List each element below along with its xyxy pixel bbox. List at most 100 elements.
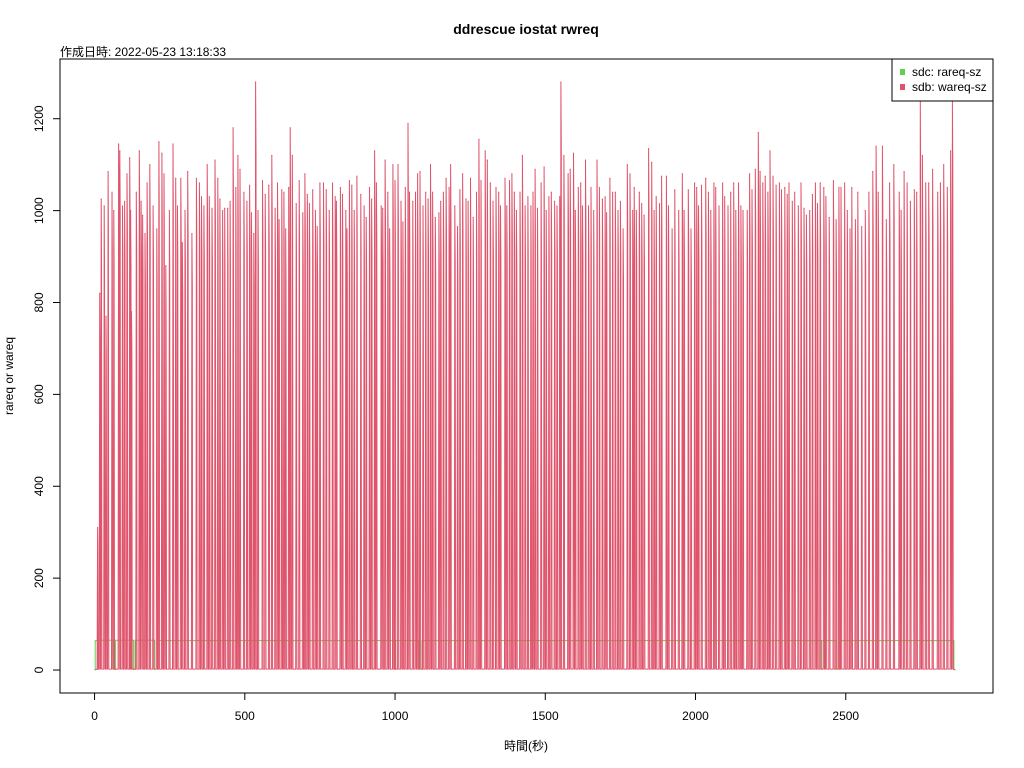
series-point-sdb — [341, 193, 344, 196]
series-point-sdb — [527, 196, 529, 198]
series-point-sdb — [105, 315, 107, 317]
series-point-sdb — [222, 210, 224, 212]
series-point-sdb — [788, 182, 790, 184]
series-point-sdb — [641, 203, 643, 205]
series-point-sdb — [462, 173, 464, 175]
series-point-sdb — [508, 180, 511, 182]
series-point-sdb — [559, 196, 561, 198]
series-point-sdb — [532, 191, 534, 193]
x-tick-label: 2500 — [832, 709, 859, 723]
series-point-sdb — [687, 189, 689, 191]
series-point-sdb — [397, 164, 399, 166]
series-point-sdb — [757, 131, 759, 134]
series-point-sdb — [345, 210, 347, 212]
series-point-sdb — [635, 210, 637, 212]
series-point-sdb — [288, 187, 290, 189]
series-point-sdb — [581, 205, 584, 207]
series-point-sdb — [823, 187, 825, 189]
series-point-sdb — [681, 173, 683, 175]
series-point-sdb — [257, 210, 259, 212]
series-point-sdb — [187, 171, 189, 173]
series-point-sdb — [489, 182, 491, 184]
series-point-sdb — [314, 210, 316, 212]
series-point-sdb — [498, 191, 500, 193]
series-point-sdb — [394, 180, 396, 182]
legend-label-sdc: sdc: rareq-sz — [912, 65, 981, 79]
series-point-sdb — [217, 177, 219, 179]
series-point-sdb — [261, 180, 264, 182]
series-point-sdb — [511, 173, 513, 175]
series-point-sdb — [665, 175, 668, 177]
series-point-sdb — [135, 191, 137, 193]
series-point-sdb — [877, 191, 879, 193]
series-point-sdb — [800, 182, 802, 184]
series-point-sdb — [103, 205, 105, 207]
series-point-sdb — [319, 182, 321, 184]
series-point-sdb — [889, 182, 891, 184]
series-point-sdb — [450, 164, 452, 166]
series-point-sdb — [932, 168, 934, 170]
series-point-sdb — [322, 182, 325, 184]
series-point-sdb — [916, 191, 918, 193]
series-point-sdb — [264, 193, 266, 196]
series-point-sdb — [99, 292, 101, 294]
series-point-sdb — [400, 200, 402, 202]
series-point-sdb — [219, 198, 221, 200]
series-point-sdb — [419, 171, 421, 173]
series-point-sdb — [601, 198, 604, 200]
series-point-sdb — [239, 168, 241, 170]
series-point-sdb — [384, 159, 386, 161]
series-point-sdb — [740, 205, 742, 207]
series-point-sdb — [838, 187, 840, 189]
y-tick-label: 600 — [32, 384, 46, 404]
series-point-sdb — [414, 191, 417, 193]
series-point-sdb — [417, 173, 419, 175]
series-point-sdb — [454, 205, 456, 207]
series-point-sdb — [283, 191, 285, 193]
series-point-sdb — [943, 164, 945, 166]
series-point-sdb — [596, 159, 598, 161]
series-point-sdb — [786, 193, 788, 196]
series-point-sdb — [255, 81, 257, 83]
series-point-sdb — [633, 187, 635, 189]
y-tick-label: 800 — [32, 292, 46, 312]
series-point-sdb — [371, 198, 373, 200]
series-point-sdb — [819, 182, 821, 184]
series-point-sdb — [144, 233, 146, 235]
series-point-sdb — [142, 214, 144, 216]
series-point-sdb — [550, 191, 552, 193]
series-point-sdb — [632, 210, 634, 212]
series-point-sdb — [727, 205, 729, 207]
series-point-sdb — [617, 210, 619, 212]
series-point-sdb — [543, 166, 545, 168]
series-point-sdb — [857, 191, 859, 193]
series-point-sdb — [832, 180, 835, 182]
series-point-sdb — [921, 154, 924, 157]
series-point-sdb — [325, 189, 327, 191]
series-point-sdb — [534, 168, 536, 170]
series-point-sdb — [271, 154, 273, 157]
series-point-sdb — [206, 164, 208, 166]
series-point-sdb — [149, 164, 151, 166]
series-point-sdb — [519, 191, 521, 193]
series-point-sdb — [246, 200, 248, 202]
y-axis: 0 200 400 600 800 1000 1200 — [32, 105, 61, 673]
series-point-sdb — [298, 180, 300, 182]
legend-box — [891, 58, 994, 102]
series-point-sdb — [484, 150, 486, 152]
series-point-sdb — [181, 242, 183, 244]
series-point-sdb — [495, 187, 497, 189]
series-point-sdb — [524, 205, 526, 207]
series-point-sdb — [814, 182, 817, 184]
series-point-sdb — [737, 182, 740, 184]
series-point-sdb — [306, 193, 308, 196]
series-point-sdb — [175, 177, 177, 179]
series-point-sdb — [705, 177, 707, 179]
series-point-sdb — [200, 196, 203, 198]
series-point-sdb — [249, 184, 251, 186]
series-point-sdb — [274, 207, 276, 209]
series-point-sdb — [872, 171, 874, 173]
series-point-sdb — [619, 200, 622, 202]
series-point-sdb — [214, 159, 216, 161]
series-layer — [94, 81, 956, 671]
